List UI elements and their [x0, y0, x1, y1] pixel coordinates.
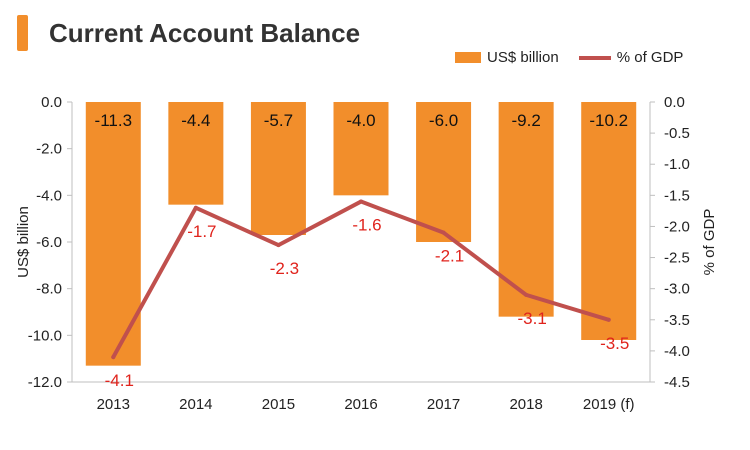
y-tick-label-right: -2.0 [664, 218, 690, 235]
line-point [193, 205, 198, 210]
x-tick-label: 2014 [179, 396, 212, 413]
x-tick-label: 2019 (f) [583, 396, 635, 413]
y-tick-label-right: -3.5 [664, 312, 690, 329]
legend-label-bars: US$ billion [487, 49, 559, 66]
title-accent-bar [17, 15, 28, 51]
y-tick-label-right: -0.5 [664, 125, 690, 142]
x-tick-label: 2018 [509, 396, 542, 413]
line-point [441, 230, 446, 235]
bar-2016 [333, 102, 389, 196]
bar-value-label: -10.2 [589, 111, 628, 130]
y-tick-label-left: -8.0 [36, 281, 62, 298]
line-value-label: -3.5 [600, 334, 629, 353]
y-tick-label-right: -1.0 [664, 156, 690, 173]
y-tick-label-right: 0.0 [664, 94, 685, 111]
bar-value-label: -4.4 [181, 111, 210, 130]
chart-legend: US$ billion % of GDP [455, 49, 703, 66]
y-tick-label-right: -4.5 [664, 374, 690, 391]
legend-item-line: % of GDP [578, 49, 684, 66]
line-point [111, 355, 116, 360]
chart-title: Current Account Balance [49, 17, 361, 48]
bar-value-label: -6.0 [429, 111, 458, 130]
y-tick-label-right: -2.5 [664, 250, 690, 267]
legend-label-line: % of GDP [616, 49, 684, 66]
legend-swatch-line [578, 55, 611, 60]
bar-2019-f [581, 102, 637, 340]
line-value-label: -2.1 [435, 247, 464, 266]
y-tick-label-left: -2.0 [36, 141, 62, 158]
line-value-label: -1.7 [187, 222, 216, 241]
line-point [276, 243, 281, 248]
y-tick-label-left: 0.0 [41, 94, 62, 111]
x-tick-label: 2015 [262, 396, 295, 413]
bar-2018 [498, 102, 554, 317]
line-value-label: -2.3 [270, 259, 299, 278]
bar-value-label: -11.3 [95, 111, 133, 130]
y-axis-title-right: % of GDP [701, 209, 718, 276]
y-tick-label-left: -6.0 [36, 234, 62, 251]
bar-value-label: -5.7 [264, 111, 293, 130]
line-value-label: -4.1 [105, 371, 134, 390]
legend-item-bars: US$ billion [455, 49, 559, 66]
bar-2015 [250, 102, 306, 235]
y-tick-label-right: -1.5 [664, 187, 690, 204]
line-value-label: -1.6 [352, 216, 381, 235]
y-tick-label-left: -12.0 [28, 374, 62, 391]
legend-swatch-bar [455, 52, 481, 63]
line-point [606, 317, 611, 322]
line-value-label: -3.1 [517, 309, 546, 328]
bar-2017 [416, 102, 472, 242]
chart-header: Current Account Balance [17, 15, 360, 51]
x-tick-label: 2017 [427, 396, 460, 413]
y-tick-label-left: -10.0 [28, 327, 62, 344]
x-tick-label: 2016 [344, 396, 377, 413]
y-tick-label-left: -4.0 [36, 187, 62, 204]
bar-value-label: -4.0 [346, 111, 375, 130]
bar-value-label: -9.2 [511, 111, 540, 130]
y-tick-label-right: -4.0 [664, 343, 690, 360]
x-tick-label: 2013 [97, 396, 130, 413]
bar-2014 [168, 102, 224, 205]
line-point [359, 199, 363, 204]
y-tick-label-right: -3.0 [664, 281, 690, 298]
y-axis-title-left: US$ billion [15, 206, 32, 278]
line-point [524, 292, 529, 297]
